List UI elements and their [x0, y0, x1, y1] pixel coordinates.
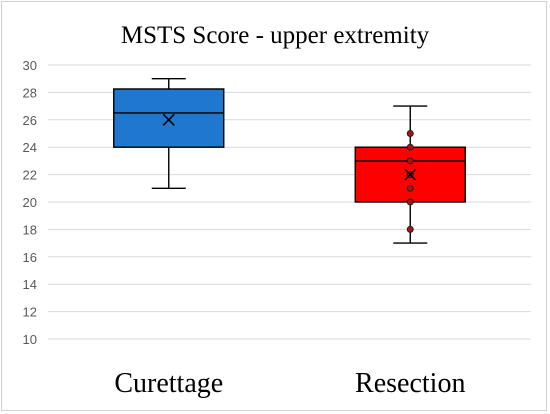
x-tick-label: Curettage: [114, 368, 223, 399]
y-tick-label: 14: [23, 277, 37, 292]
mean-marker: [404, 168, 417, 181]
mean-marker: [162, 113, 175, 126]
x-axis-ticks: Curettage Resection: [114, 368, 465, 399]
box-resection: [354, 105, 466, 244]
data-point: [406, 198, 414, 206]
data-point: [406, 143, 414, 151]
y-tick-label: 10: [23, 332, 37, 347]
box-body: [113, 88, 225, 148]
y-tick-label: 26: [23, 113, 37, 128]
y-axis-ticks: 10 12 14 16 18 20 22 24 26 28 30: [23, 58, 37, 347]
y-tick-label: 28: [23, 85, 37, 100]
y-tick-label: 16: [23, 250, 37, 265]
data-point: [406, 130, 414, 137]
data-point: [406, 225, 414, 233]
y-tick-label: 18: [23, 222, 37, 237]
y-tick-label: 24: [23, 140, 37, 155]
y-tick-label: 12: [23, 305, 37, 320]
y-tick-label: 30: [23, 58, 37, 73]
data-point: [406, 184, 414, 192]
data-point: [406, 157, 414, 165]
y-tick-label: 22: [23, 168, 37, 183]
y-tick-label: 20: [23, 195, 37, 210]
x-tick-label: Resection: [355, 368, 465, 399]
box-curettage: [113, 77, 225, 190]
chart-title: MSTS Score - upper extremity: [121, 22, 430, 49]
box-series: [113, 77, 466, 244]
